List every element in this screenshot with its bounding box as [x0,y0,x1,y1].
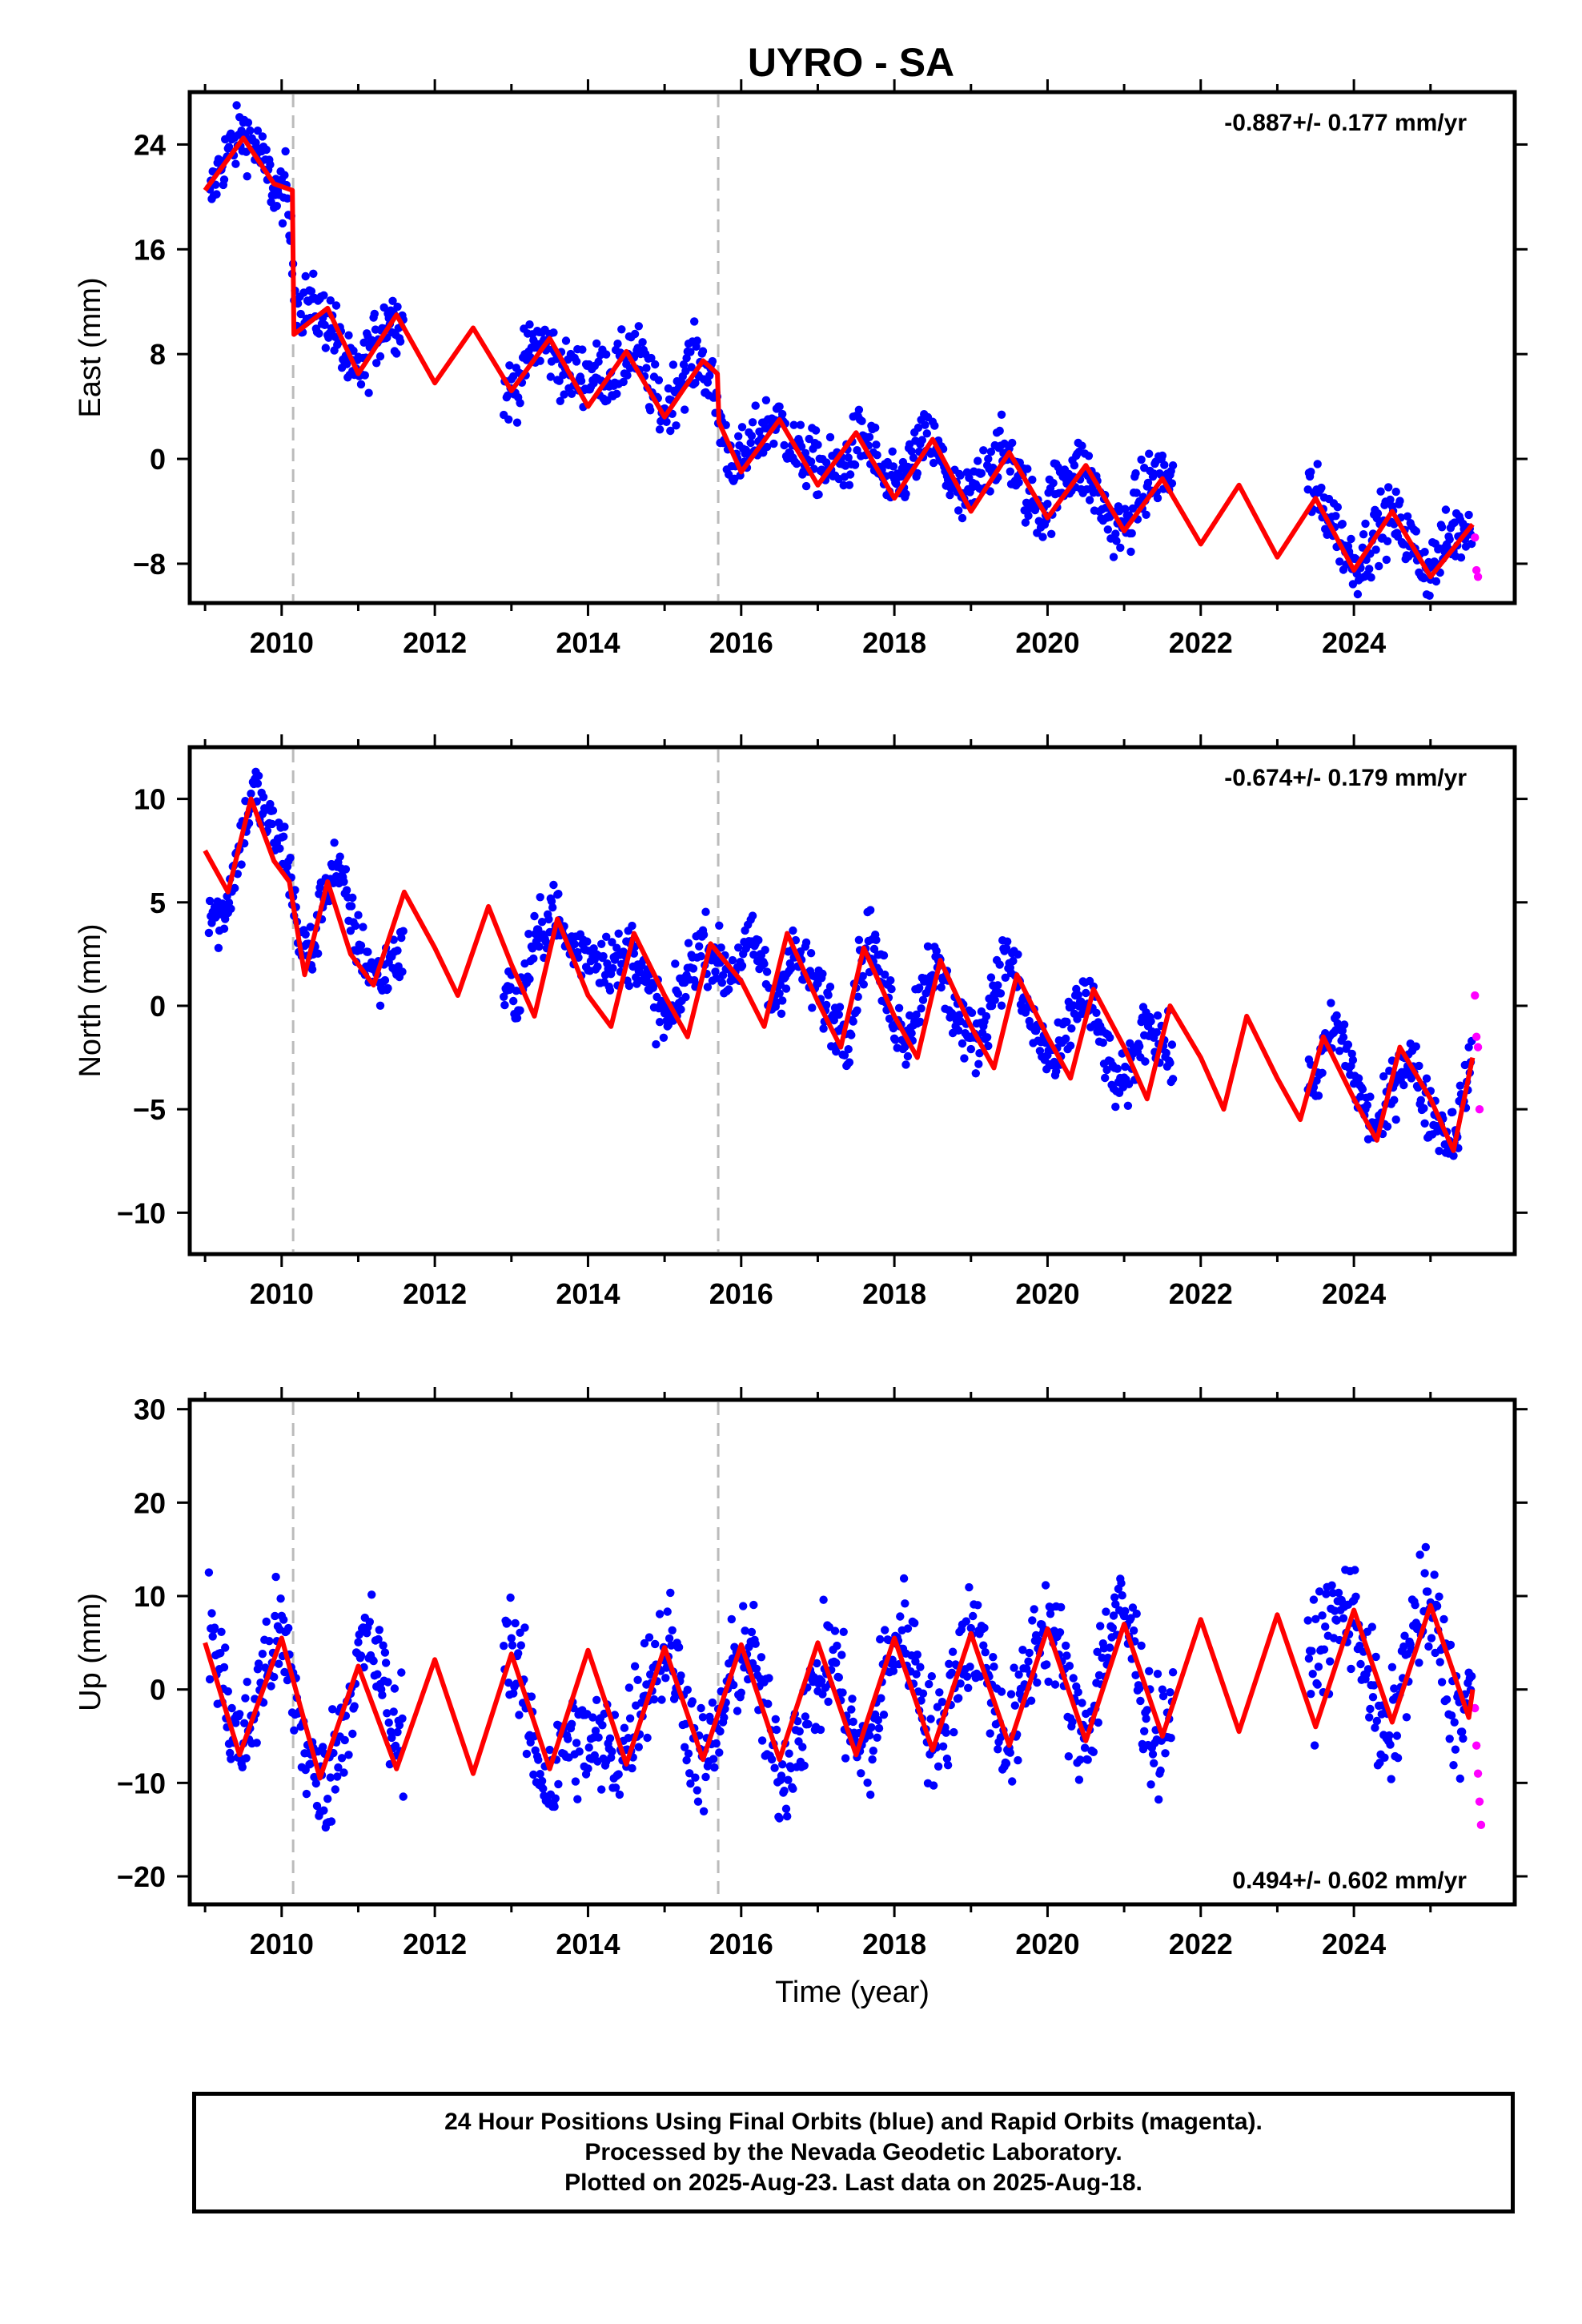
rate-annotation: -0.887+/- 0.177 mm/yr [1224,110,1467,136]
east-panel: 2010 2012 2014 2016 2018 2020 2022 2024 24 16 8 0 −8… [74,79,1528,659]
north-panel: 2010 2012 2014 2016 2018 2020 2022 2024 10 5 0 −5 −1… [74,734,1528,1310]
model-fit-line [203,796,1476,1153]
rapid-orbit-point [1472,1741,1481,1750]
x-tick-label: 2012 [403,626,467,659]
x-tick-label: 2022 [1169,1928,1233,1960]
y-tick-label: 5 [150,887,166,919]
data-layer [203,767,1484,1160]
rapid-orbit-point [1475,1104,1484,1114]
final-orbit-points [204,101,1476,600]
y-tick-label: −8 [133,548,166,581]
rapid-orbit-point [1471,1703,1480,1713]
plot-frame [187,745,1517,1256]
y-tick-label: 10 [134,1580,166,1613]
rapid-orbit-point [1473,573,1483,581]
x-tick-label: 2016 [709,626,773,659]
x-tick-label: 2018 [862,1928,926,1960]
y-tick-label: −5 [133,1093,166,1126]
rapid-orbit-point [1471,991,1480,1000]
rapid-orbit-point [1476,1820,1486,1830]
info-line-dates: Plotted on 2025-Aug-23. Last data on 202… [564,2169,1142,2196]
y-axis-label: North (mm) [74,923,107,1077]
x-tick-label: 2016 [709,1277,773,1310]
rapid-orbit-point [1472,565,1481,575]
y-axis-label: East (mm) [74,277,107,417]
x-tick-label: 2014 [556,1928,620,1960]
final-orbit-points [204,767,1476,1160]
x-tick-label: 2014 [556,626,620,659]
x-axis-label: Time (year) [775,1976,930,2009]
y-tick-label: 8 [150,338,166,371]
y-axis-label: Up (mm) [74,1593,107,1711]
rapid-orbit-point [1475,1797,1484,1806]
chart-title: UYRO - SA [748,40,954,85]
rapid-orbit-point [1473,1769,1483,1778]
x-tick-label: 2024 [1322,1277,1386,1310]
y-tick-label: 0 [150,1674,166,1707]
x-tick-label: 2020 [1015,1928,1079,1960]
x-tick-label: 2018 [862,1277,926,1310]
y-tick-label: 20 [134,1486,166,1519]
rapid-orbit-point [1473,1043,1483,1051]
rapid-orbit-point [1471,533,1480,542]
y-tick-label: 30 [134,1393,166,1426]
info-line-orbits: 24 Hour Positions Using Final Orbits (bl… [444,2109,1263,2135]
x-tick-label: 2010 [250,1928,314,1960]
x-tick-label: 2016 [709,1928,773,1960]
x-tick-label: 2010 [250,1277,314,1310]
data-layer [203,1542,1486,1832]
y-tick-label: 24 [134,128,166,161]
x-tick-label: 2020 [1015,626,1079,659]
up-panel: 2010 2012 2014 2016 2018 2020 2022 20243020100−… [74,1387,1528,2009]
y-tick-label: −20 [117,1860,166,1893]
x-tick-label: 2020 [1015,1277,1079,1310]
rate-annotation: -0.674+/- 0.179 mm/yr [1224,765,1467,791]
rapid-orbit-point [1472,1032,1481,1041]
x-tick-label: 2012 [403,1928,467,1960]
model-fit-line [203,135,1475,580]
final-orbit-points [204,1542,1476,1832]
y-tick-label: 16 [134,233,166,266]
y-tick-label: 0 [150,443,166,476]
plot-frame [187,90,1517,605]
x-tick-label: 2024 [1322,626,1386,659]
x-tick-label: 2022 [1169,1277,1233,1310]
x-tick-label: 2024 [1322,1928,1386,1960]
rate-annotation: 0.494+/- 0.602 mm/yr [1232,1868,1467,1894]
y-tick-label: −10 [117,1767,166,1799]
x-tick-label: 2012 [403,1277,467,1310]
x-tick-label: 2018 [862,626,926,659]
info-box: 24 Hour Positions Using Final Orbits (bl… [192,2092,1515,2213]
x-tick-label: 2022 [1169,626,1233,659]
data-layer [203,101,1483,600]
y-tick-label: −10 [117,1196,166,1229]
plot-frame [187,1397,1517,1907]
x-tick-label: 2014 [556,1277,620,1310]
info-line-processor: Processed by the Nevada Geodetic Laborat… [584,2139,1122,2165]
y-tick-label: 0 [150,990,166,1023]
y-tick-label: 10 [134,783,166,816]
x-tick-label: 2010 [250,626,314,659]
model-fit-line [203,1602,1476,1781]
